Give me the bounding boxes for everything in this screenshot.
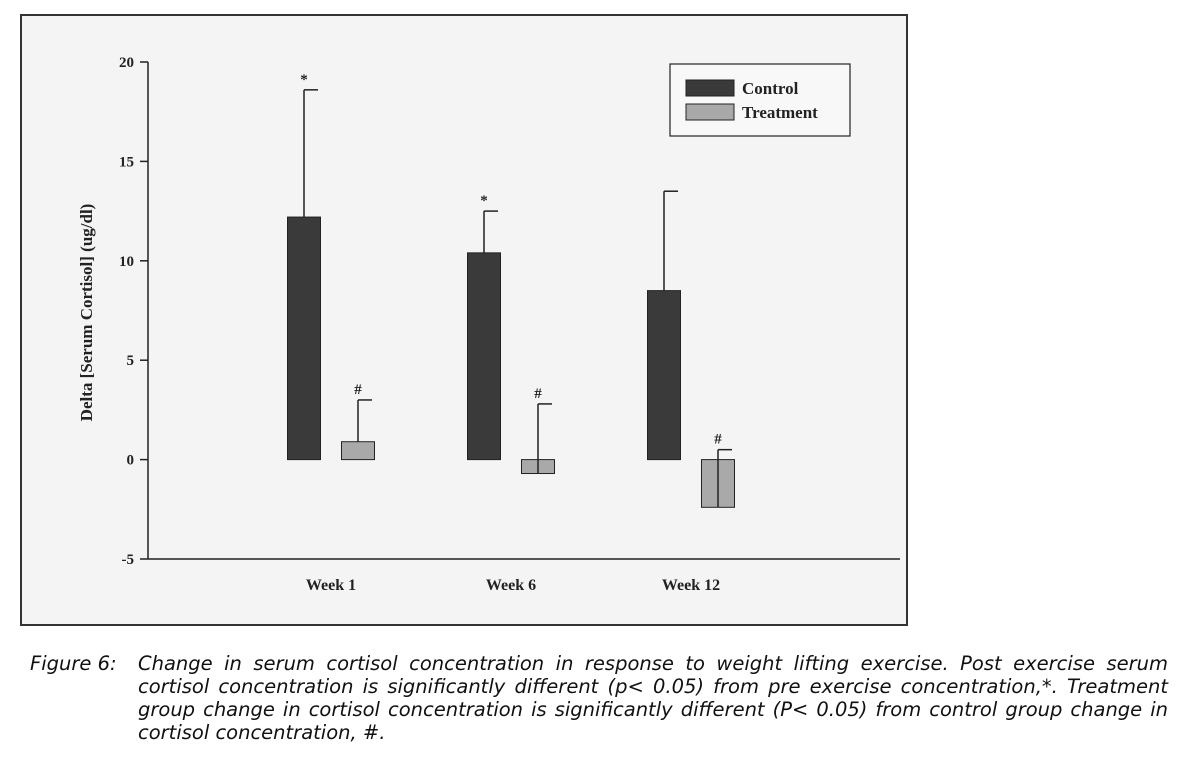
significance-marker: * xyxy=(480,193,488,209)
bar-control xyxy=(647,290,681,461)
y-axis-label: Delta [Serum Cortisol] (ug/dl) xyxy=(77,204,96,422)
y-tick-label: 20 xyxy=(119,55,134,71)
y-tick-label: 15 xyxy=(119,154,134,170)
significance-marker: # xyxy=(354,382,362,398)
legend-label-control: Control xyxy=(742,79,799,98)
x-tick-label: Week 1 xyxy=(306,577,356,594)
caption-text: Change in serum cortisol concentration i… xyxy=(138,652,1168,744)
significance-marker: # xyxy=(534,386,542,402)
x-tick-label: Week 12 xyxy=(662,577,720,594)
bar-chart: 20 15 10 5 0 -5 Delta [Serum Cortisol] (ug/dl)… xyxy=(77,55,900,594)
bar-control xyxy=(467,252,501,461)
y-tick-label: 10 xyxy=(119,254,134,270)
significance-marker: # xyxy=(714,432,722,448)
significance-marker: * xyxy=(300,72,308,88)
bar-control xyxy=(287,216,321,461)
y-tick-label: 0 xyxy=(127,453,135,469)
bar-treatment xyxy=(341,441,375,461)
y-tick-label: -5 xyxy=(122,552,135,568)
legend-swatch-treatment xyxy=(685,103,735,121)
x-tick-label: Week 6 xyxy=(486,577,536,594)
legend-label-treatment: Treatment xyxy=(742,103,818,122)
legend-swatch-control xyxy=(685,79,735,97)
y-tick-label: 5 xyxy=(127,353,135,369)
legend-box xyxy=(669,63,851,137)
caption-label: Figure 6: xyxy=(30,652,117,675)
